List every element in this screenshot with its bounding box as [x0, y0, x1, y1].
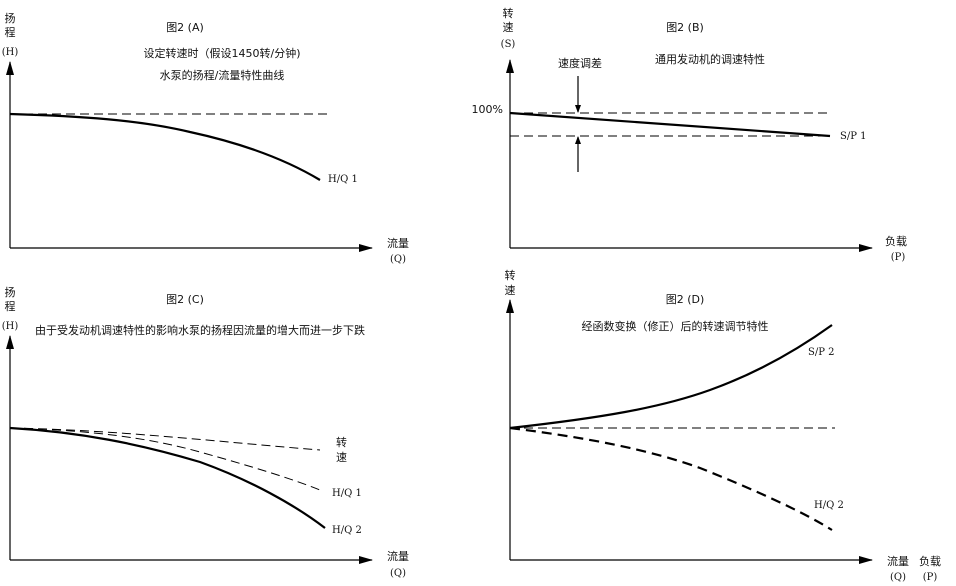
panel-b: 图2 (B) 通用发动机的调速特性 转 速 (S) 负载 (P) 100% S/…	[472, 6, 907, 263]
panel-b-droop-annotation: 速度调差	[558, 56, 602, 70]
panel-a-subtitle-1: 设定转速时（假设1450转/分钟)	[144, 46, 301, 60]
panel-a-y-label-3: (H)	[2, 47, 19, 58]
panel-c-title: 图2 (C)	[166, 293, 204, 306]
panel-a-y-label-1: 扬	[5, 11, 16, 25]
panel-c-hq1-curve	[9, 427, 321, 491]
panel-c-speed-label-2: 速	[336, 451, 347, 464]
panel-a-y-label-2: 程	[5, 26, 16, 39]
panel-d-sp2-label: S/P 2	[808, 347, 835, 358]
panel-d-subtitle: 经函数变换（修正）后的转速调节特性	[582, 319, 769, 333]
panel-d-sp2-curve	[509, 324, 833, 430]
panel-d-y-label-2: 速	[505, 284, 516, 297]
panel-c-hq2-label: H/Q 2	[332, 525, 362, 536]
panel-a: 图2 (A) 设定转速时（假设1450转/分钟) 水泵的扬程/流量特性曲线 扬 …	[2, 11, 409, 265]
panel-c: 图2 (C) 由于受发动机调速特性的影响水泵的扬程因流量的增大而进一步下跌 扬 …	[2, 285, 409, 579]
panel-b-y-label-3: (S)	[501, 39, 516, 50]
panel-b-x-label-2: (P)	[891, 252, 906, 263]
panel-c-y-label-3: (H)	[2, 321, 19, 332]
panel-c-x-label-1: 流量	[387, 549, 409, 563]
panel-b-sp1-curve	[509, 111, 831, 138]
panel-a-title: 图2 (A)	[166, 21, 204, 34]
panel-d-hq2-label: H/Q 2	[814, 500, 844, 511]
panel-d-y-label-1: 转	[505, 268, 516, 282]
panel-b-sp1-label: S/P 1	[840, 131, 867, 142]
panel-d-x-label-1: 流量	[887, 554, 909, 568]
panel-a-subtitle-2: 水泵的扬程/流量特性曲线	[160, 68, 285, 82]
panel-c-x-label-2: (Q)	[390, 568, 406, 579]
panel-a-hq1-label: H/Q 1	[328, 174, 358, 185]
panel-b-100-tick: 100%	[472, 103, 503, 116]
panel-b-title: 图2 (B)	[666, 21, 704, 34]
panel-c-speed-label-1: 转	[336, 435, 347, 449]
panel-d-title: 图2 (D)	[666, 293, 705, 306]
panel-b-x-label-1: 负载	[885, 234, 907, 248]
panel-b-y-label-1: 转	[503, 6, 514, 20]
panel-c-subtitle: 由于受发动机调速特性的影响水泵的扬程因流量的增大而进一步下跌	[35, 323, 365, 337]
panel-c-hq1-label: H/Q 1	[332, 488, 362, 499]
panel-b-y-label-2: 速	[503, 21, 514, 34]
panel-d-x-label-2: (Q)	[890, 572, 906, 583]
panel-a-x-label-1: 流量	[387, 236, 409, 250]
panel-a-hq1-curve	[9, 112, 321, 181]
panel-c-y-label-2: 程	[5, 300, 16, 313]
panel-d: 图2 (D) 经函数变换（修正）后的转速调节特性 转 速 流量 (Q) 负载 (…	[505, 268, 942, 583]
panel-b-subtitle: 通用发动机的调速特性	[655, 52, 765, 66]
panel-a-x-label-2: (Q)	[390, 254, 406, 265]
panel-d-x-label-4: (P)	[923, 572, 938, 583]
panel-c-y-label-1: 扬	[5, 285, 16, 299]
panel-c-hq2-curve	[9, 426, 326, 529]
panel-d-hq2-curve	[509, 426, 833, 531]
panel-d-x-label-3: 负载	[919, 554, 941, 568]
